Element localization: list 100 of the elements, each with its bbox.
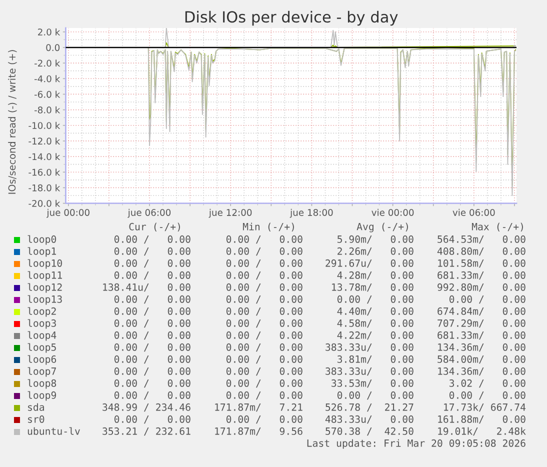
legend-label: loop0 <box>28 235 56 245</box>
text: 3.02 / 0.00 <box>449 379 526 388</box>
text: 0.00 / 0.00 <box>226 415 302 424</box>
text: 0.00 / 0.00 <box>114 235 190 244</box>
text: Min (-/+) <box>242 222 294 232</box>
y-tick-label: -12.0 k <box>28 137 60 145</box>
x-tick-label: jue 00:00 <box>46 208 90 218</box>
y-tick-label: -20.0 k <box>28 200 60 207</box>
text: 0.00 / 0.00 <box>226 367 302 376</box>
legend-label: loop3 <box>28 319 56 329</box>
x-tick-label: vie 06:00 <box>452 208 495 216</box>
text: 0.00 / 0.00 <box>114 295 190 304</box>
legend-label: sr0 <box>28 415 44 423</box>
y-tick-label: -4.0 k <box>34 75 60 82</box>
text: 0.00 / 0.00 <box>114 331 190 340</box>
text: 0.00 / 0.00 <box>226 283 302 292</box>
text: 564.53m/ 0.00 <box>438 235 526 244</box>
legend-label: loop7 <box>28 367 56 377</box>
text: 0.00 / 0.00 <box>114 319 190 328</box>
text: 291.67u/ 0.00 <box>326 259 414 268</box>
text: 408.80m/ 0.00 <box>437 247 526 256</box>
text: 570.38 / 42.50 <box>326 427 414 436</box>
text: 0.00 / 0.00 <box>226 235 302 244</box>
text: Max (-/+) <box>472 222 523 232</box>
y-tick-label: -10.0 k <box>28 122 60 129</box>
text: 992.80m/ 0.00 <box>438 283 526 292</box>
text: 0.00 / 0.00 <box>114 343 190 352</box>
text: 0.00 / 0.00 <box>337 295 414 304</box>
text: 0.00 / 0.00 <box>449 295 526 304</box>
y-tick-label: -16.0 k <box>28 168 60 176</box>
text: 0.00 / 0.00 <box>114 307 190 316</box>
legend-label: loop5 <box>28 343 56 353</box>
text: 681.33m/ 0.00 <box>438 271 526 280</box>
text: 4.58m/ 0.00 <box>337 319 414 328</box>
text: 707.29m/ 0.00 <box>438 319 526 328</box>
text: 0.00 / 0.00 <box>114 415 190 424</box>
text: 0.00 / 0.00 <box>449 391 526 400</box>
text: 0.00 / 0.00 <box>114 379 190 388</box>
text: 4.22m/ 0.00 <box>337 331 414 340</box>
legend-label: ubuntu-lv <box>28 427 80 435</box>
text: 19.01k/ 2.48k <box>438 427 526 436</box>
text: 353.21 / 232.61 <box>102 427 190 436</box>
text: 0.00 / 0.00 <box>226 331 302 340</box>
text: 33.53m/ 0.00 <box>332 379 414 388</box>
text: 0.00 / 0.00 <box>226 391 302 400</box>
text: Cur (-/+) <box>129 222 180 232</box>
text: 0.00 / 0.00 <box>226 247 302 256</box>
text: 3.81m/ 0.00 <box>337 355 414 364</box>
y-tick-label: -2.0 k <box>34 60 60 67</box>
legend-label: loop4 <box>28 331 56 341</box>
text: Avg (-/+) <box>356 222 408 232</box>
text: 0.00 / 0.00 <box>226 343 302 352</box>
legend-label: loop1 <box>28 247 56 257</box>
text: 101.58m/ 0.00 <box>438 259 526 268</box>
y-tick-label: -6.0 k <box>34 90 60 98</box>
text: 13.78m/ 0.00 <box>332 283 414 292</box>
y-tick-label: -14.0 k <box>28 153 60 160</box>
text: 0.00 / 0.00 <box>226 307 302 316</box>
y-tick-label: -18.0 k <box>28 184 60 192</box>
text: 348.99 / 234.46 <box>102 403 190 412</box>
text: 0.00 / 0.00 <box>226 271 302 280</box>
x-tick-label: vie 00:00 <box>372 208 414 216</box>
text: 0.00 / 0.00 <box>226 259 302 268</box>
text: 0.00 / 0.00 <box>114 367 190 376</box>
text: 0.00 / 0.00 <box>226 295 302 304</box>
chart-title: Disk IOs per device - by day <box>185 10 398 26</box>
x-tick-label: jue 18:00 <box>290 208 333 218</box>
text: 0.00 / 0.00 <box>114 259 190 268</box>
text: 584.00m/ 0.00 <box>438 355 526 364</box>
text: 2.26m/ 0.00 <box>338 247 414 256</box>
text: 0.00 / 0.00 <box>114 355 190 364</box>
legend-label: loop6 <box>28 355 56 365</box>
text: 526.78 / 21.27 <box>326 403 414 412</box>
text: 134.36m/ 0.00 <box>438 367 526 376</box>
legend-label: sda <box>28 403 44 411</box>
text: 0.00 / 0.00 <box>337 391 414 400</box>
text: 5.90m/ 0.00 <box>338 235 414 244</box>
legend-label: loop11 <box>28 271 62 281</box>
text: 0.00 / 0.00 <box>226 319 302 328</box>
text: 483.33u/ 0.00 <box>325 415 414 424</box>
y-tick-label: -8.0 k <box>34 106 60 114</box>
legend-label: loop10 <box>28 259 62 269</box>
text: 138.41u/ 0.00 <box>103 283 190 292</box>
y-axis-title: IOs/second read (-) / write (+) <box>8 50 17 194</box>
text: 674.84m/ 0.00 <box>438 307 526 316</box>
y-tick-label: 0.0 <box>46 44 60 52</box>
text: Last update: Fri Mar 20 09:05:08 2026 <box>307 439 526 449</box>
text: 681.33m/ 0.00 <box>438 331 526 340</box>
text: 0.00 / 0.00 <box>114 247 190 256</box>
x-tick-label: jue 06:00 <box>128 208 171 218</box>
text: 4.28m/ 0.00 <box>337 271 414 280</box>
legend-label: loop2 <box>28 307 56 317</box>
text: 17.73k/ 667.74 <box>444 403 526 412</box>
y-tick-label: 2.0 k <box>38 28 60 36</box>
legend-label: loop12 <box>28 283 62 293</box>
legend-label: loop8 <box>28 379 56 389</box>
text: 0.00 / 0.00 <box>226 355 302 364</box>
text: 134.36m/ 0.00 <box>438 343 526 352</box>
text: 4.40m/ 0.00 <box>337 307 414 316</box>
x-tick-label: jue 12:00 <box>208 208 252 218</box>
